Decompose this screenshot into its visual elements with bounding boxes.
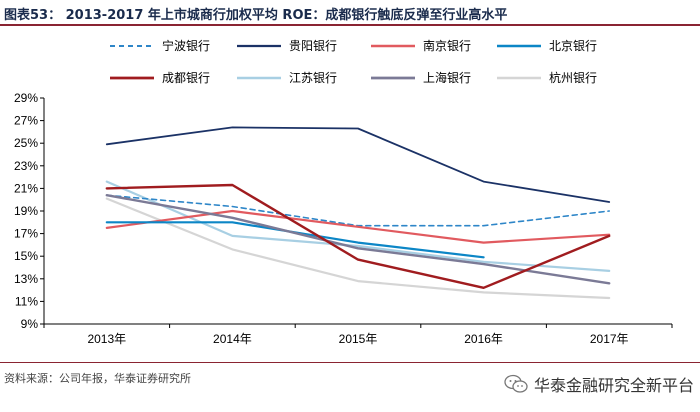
- series-line-2: [105, 126, 611, 203]
- series-line-4: [105, 221, 485, 259]
- series-line-3: [105, 209, 611, 244]
- legend-label: 江苏银行: [289, 71, 337, 85]
- x-tick-label: 2016年: [464, 332, 503, 346]
- y-tick-label: 25%: [14, 136, 38, 150]
- axes: 9% 11% 13% 15% 17% 19% 21% 23% 25% 27% 29% 2013年 201…: [14, 91, 673, 346]
- bottom-rule: [0, 362, 700, 363]
- legend-label: 上海银行: [423, 70, 471, 85]
- legend-label: 宁波银行: [162, 38, 210, 53]
- title-bar: 图表53： 2013-2017 年上市城商行加权平均 ROE：成都银行触底反弹至…: [0, 0, 700, 24]
- y-tick-label: 27%: [14, 114, 38, 128]
- x-tick-label: 2014年: [213, 332, 252, 346]
- watermark: 华泰金融研究全新平台: [504, 372, 694, 396]
- y-tick-label: 19%: [14, 204, 38, 218]
- series-line-6: [105, 180, 611, 272]
- wechat-icon: [504, 374, 528, 393]
- chart-title: 图表53： 2013-2017 年上市城商行加权平均 ROE：成都银行触底反弹至…: [4, 8, 508, 23]
- legend-label: 贵阳银行: [289, 39, 337, 53]
- series-lines: [105, 126, 611, 300]
- x-tick-label: 2017年: [590, 332, 629, 346]
- series-line-5: [105, 183, 611, 289]
- legend-label: 杭州银行: [549, 70, 597, 85]
- top-rule: [0, 24, 700, 26]
- y-tick-label: 9%: [21, 317, 39, 331]
- legend-label: 南京银行: [423, 38, 471, 53]
- y-tick-label: 11%: [15, 294, 38, 308]
- series-line-1: [106, 194, 611, 227]
- y-tick-label: 17%: [14, 227, 38, 241]
- legend-label: 北京银行: [549, 39, 597, 53]
- source-note: 资料来源：公司年报，华泰证券研究所: [4, 372, 191, 385]
- x-tick-label: 2015年: [339, 332, 378, 346]
- y-tick-label: 21%: [14, 181, 38, 195]
- y-tick-label: 15%: [14, 249, 38, 263]
- y-tick-label: 13%: [14, 272, 38, 286]
- y-tick-label: 29%: [14, 91, 38, 105]
- watermark-text: 华泰金融研究全新平台: [533, 376, 694, 395]
- x-tick-label: 2013年: [87, 332, 126, 346]
- legend-label: 成都银行: [162, 71, 210, 85]
- y-tick-label: 23%: [14, 159, 38, 173]
- series-line-8: [105, 197, 611, 300]
